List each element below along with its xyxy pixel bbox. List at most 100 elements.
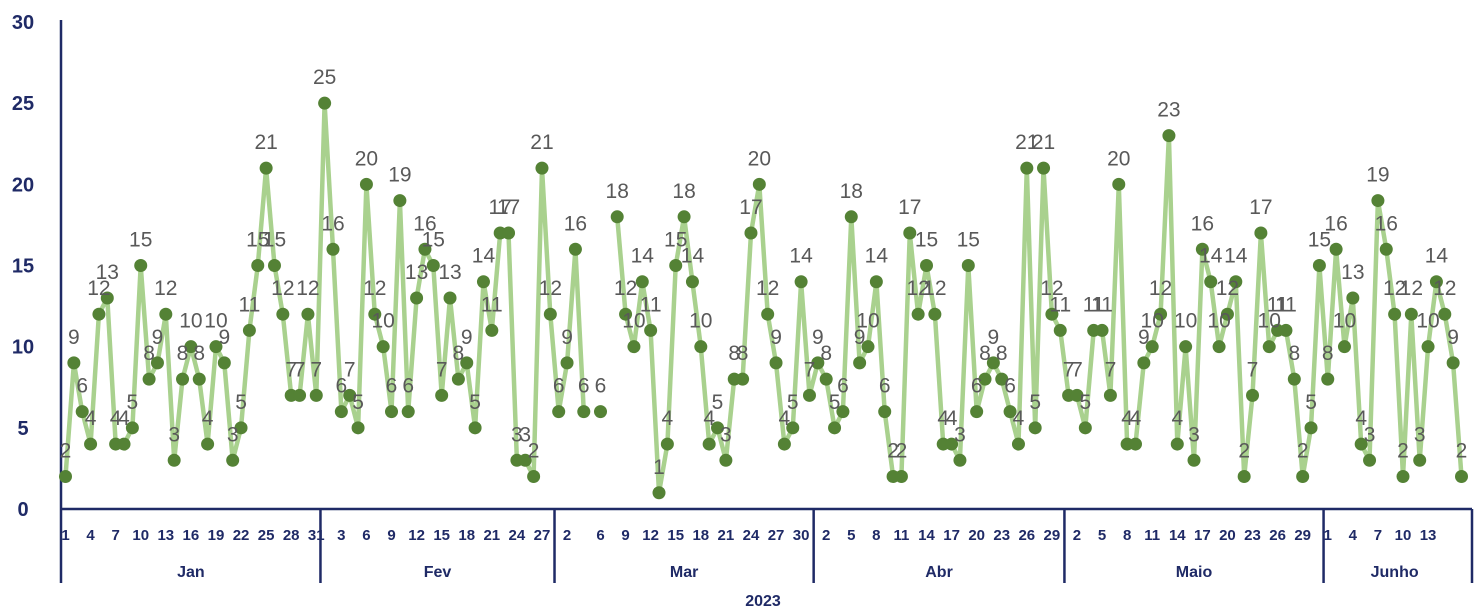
data-label: 7 <box>1071 358 1083 381</box>
data-label: 5 <box>829 391 841 414</box>
data-point <box>359 177 373 191</box>
data-point <box>1262 340 1276 354</box>
data-point <box>150 356 164 370</box>
data-label: 7 <box>804 358 816 381</box>
data-label: 3 <box>1188 423 1200 446</box>
data-label: 8 <box>1288 342 1300 365</box>
data-point <box>694 340 708 354</box>
data-point <box>986 356 1000 370</box>
x-tick-label: 6 <box>596 527 604 544</box>
data-label: 25 <box>313 66 336 89</box>
x-tick-label: 20 <box>1219 527 1236 544</box>
data-label: 1 <box>653 456 665 479</box>
data-label: 6 <box>402 375 414 398</box>
data-label: 4 <box>1121 407 1133 430</box>
data-label: 9 <box>561 326 573 349</box>
data-label: 7 <box>285 358 297 381</box>
data-point <box>460 356 474 370</box>
data-label: 9 <box>854 326 866 349</box>
data-label: 16 <box>321 212 344 235</box>
data-label: 21 <box>254 131 277 154</box>
data-point <box>777 437 791 451</box>
x-tick-label: 12 <box>408 527 425 544</box>
x-tick-label: 21 <box>718 527 735 544</box>
data-point <box>1455 470 1468 484</box>
data-label: 17 <box>1249 196 1272 219</box>
data-label: 14 <box>789 245 813 268</box>
data-label: 2 <box>60 440 72 463</box>
data-point <box>117 437 131 451</box>
x-tick-label: 9 <box>387 527 395 544</box>
series <box>59 96 1468 500</box>
data-point <box>869 275 883 289</box>
data-point <box>1003 405 1017 419</box>
data-label: 20 <box>1107 147 1130 170</box>
data-label: 14 <box>631 245 655 268</box>
x-tick-label: 25 <box>258 527 275 544</box>
data-label: 4 <box>1355 407 1367 430</box>
data-label: 3 <box>511 423 523 446</box>
data-point <box>426 259 440 272</box>
data-point <box>326 242 340 256</box>
data-point <box>92 307 106 321</box>
data-point <box>485 323 499 337</box>
data-point <box>1037 161 1051 175</box>
data-label: 15 <box>263 229 286 252</box>
data-label: 8 <box>996 342 1008 365</box>
data-point <box>660 437 674 451</box>
data-point <box>853 356 867 370</box>
x-tick-label: 29 <box>1044 527 1061 544</box>
data-point <box>1446 356 1460 370</box>
data-point <box>267 259 281 272</box>
data-label: 2 <box>1297 440 1309 463</box>
data-point <box>1179 340 1193 354</box>
month-label: Maio <box>1176 564 1213 581</box>
data-point <box>811 356 825 370</box>
data-point <box>142 372 156 386</box>
data-label: 3 <box>168 423 180 446</box>
data-point <box>828 421 842 435</box>
data-point <box>100 291 114 305</box>
data-point <box>1078 421 1092 435</box>
data-point <box>242 323 256 337</box>
x-tick-label: 15 <box>433 527 450 544</box>
data-label: 4 <box>937 407 949 430</box>
data-label: 2 <box>896 440 908 463</box>
x-tick-label: 26 <box>1018 527 1035 544</box>
data-label: 10 <box>622 310 645 333</box>
data-label: 12 <box>756 277 779 300</box>
data-label: 4 <box>662 407 674 430</box>
x-tick-label: 14 <box>1169 527 1186 544</box>
x-tick-label: 17 <box>1194 527 1211 544</box>
data-point <box>978 372 992 386</box>
data-labels: 2964121344515891238108410935111521151277… <box>60 66 1468 479</box>
data-label: 5 <box>1305 391 1317 414</box>
x-tick-label: 27 <box>534 527 551 544</box>
data-label: 10 <box>1333 310 1356 333</box>
data-label: 14 <box>865 245 889 268</box>
data-label: 17 <box>898 196 921 219</box>
data-point <box>1346 291 1360 305</box>
data-label: 6 <box>336 375 348 398</box>
data-label: 12 <box>1040 277 1063 300</box>
data-label: 4 <box>110 407 122 430</box>
data-label: 10 <box>1141 310 1164 333</box>
x-tick-label: 14 <box>918 527 935 544</box>
data-label: 12 <box>1433 277 1456 300</box>
data-label: 11 <box>238 293 260 316</box>
data-label: 8 <box>177 342 189 365</box>
data-label: 3 <box>227 423 239 446</box>
data-point <box>970 405 984 419</box>
data-label: 10 <box>371 310 394 333</box>
data-label: 15 <box>246 229 269 252</box>
data-label: 12 <box>87 277 110 300</box>
data-label: 5 <box>1079 391 1091 414</box>
x-tick-label: 1 <box>61 527 69 544</box>
x-tick-label: 13 <box>157 527 174 544</box>
data-label: 12 <box>154 277 177 300</box>
x-tick-label: 16 <box>183 527 200 544</box>
x-tick-label: 9 <box>621 527 629 544</box>
x-tick-label: 2 <box>822 527 830 544</box>
